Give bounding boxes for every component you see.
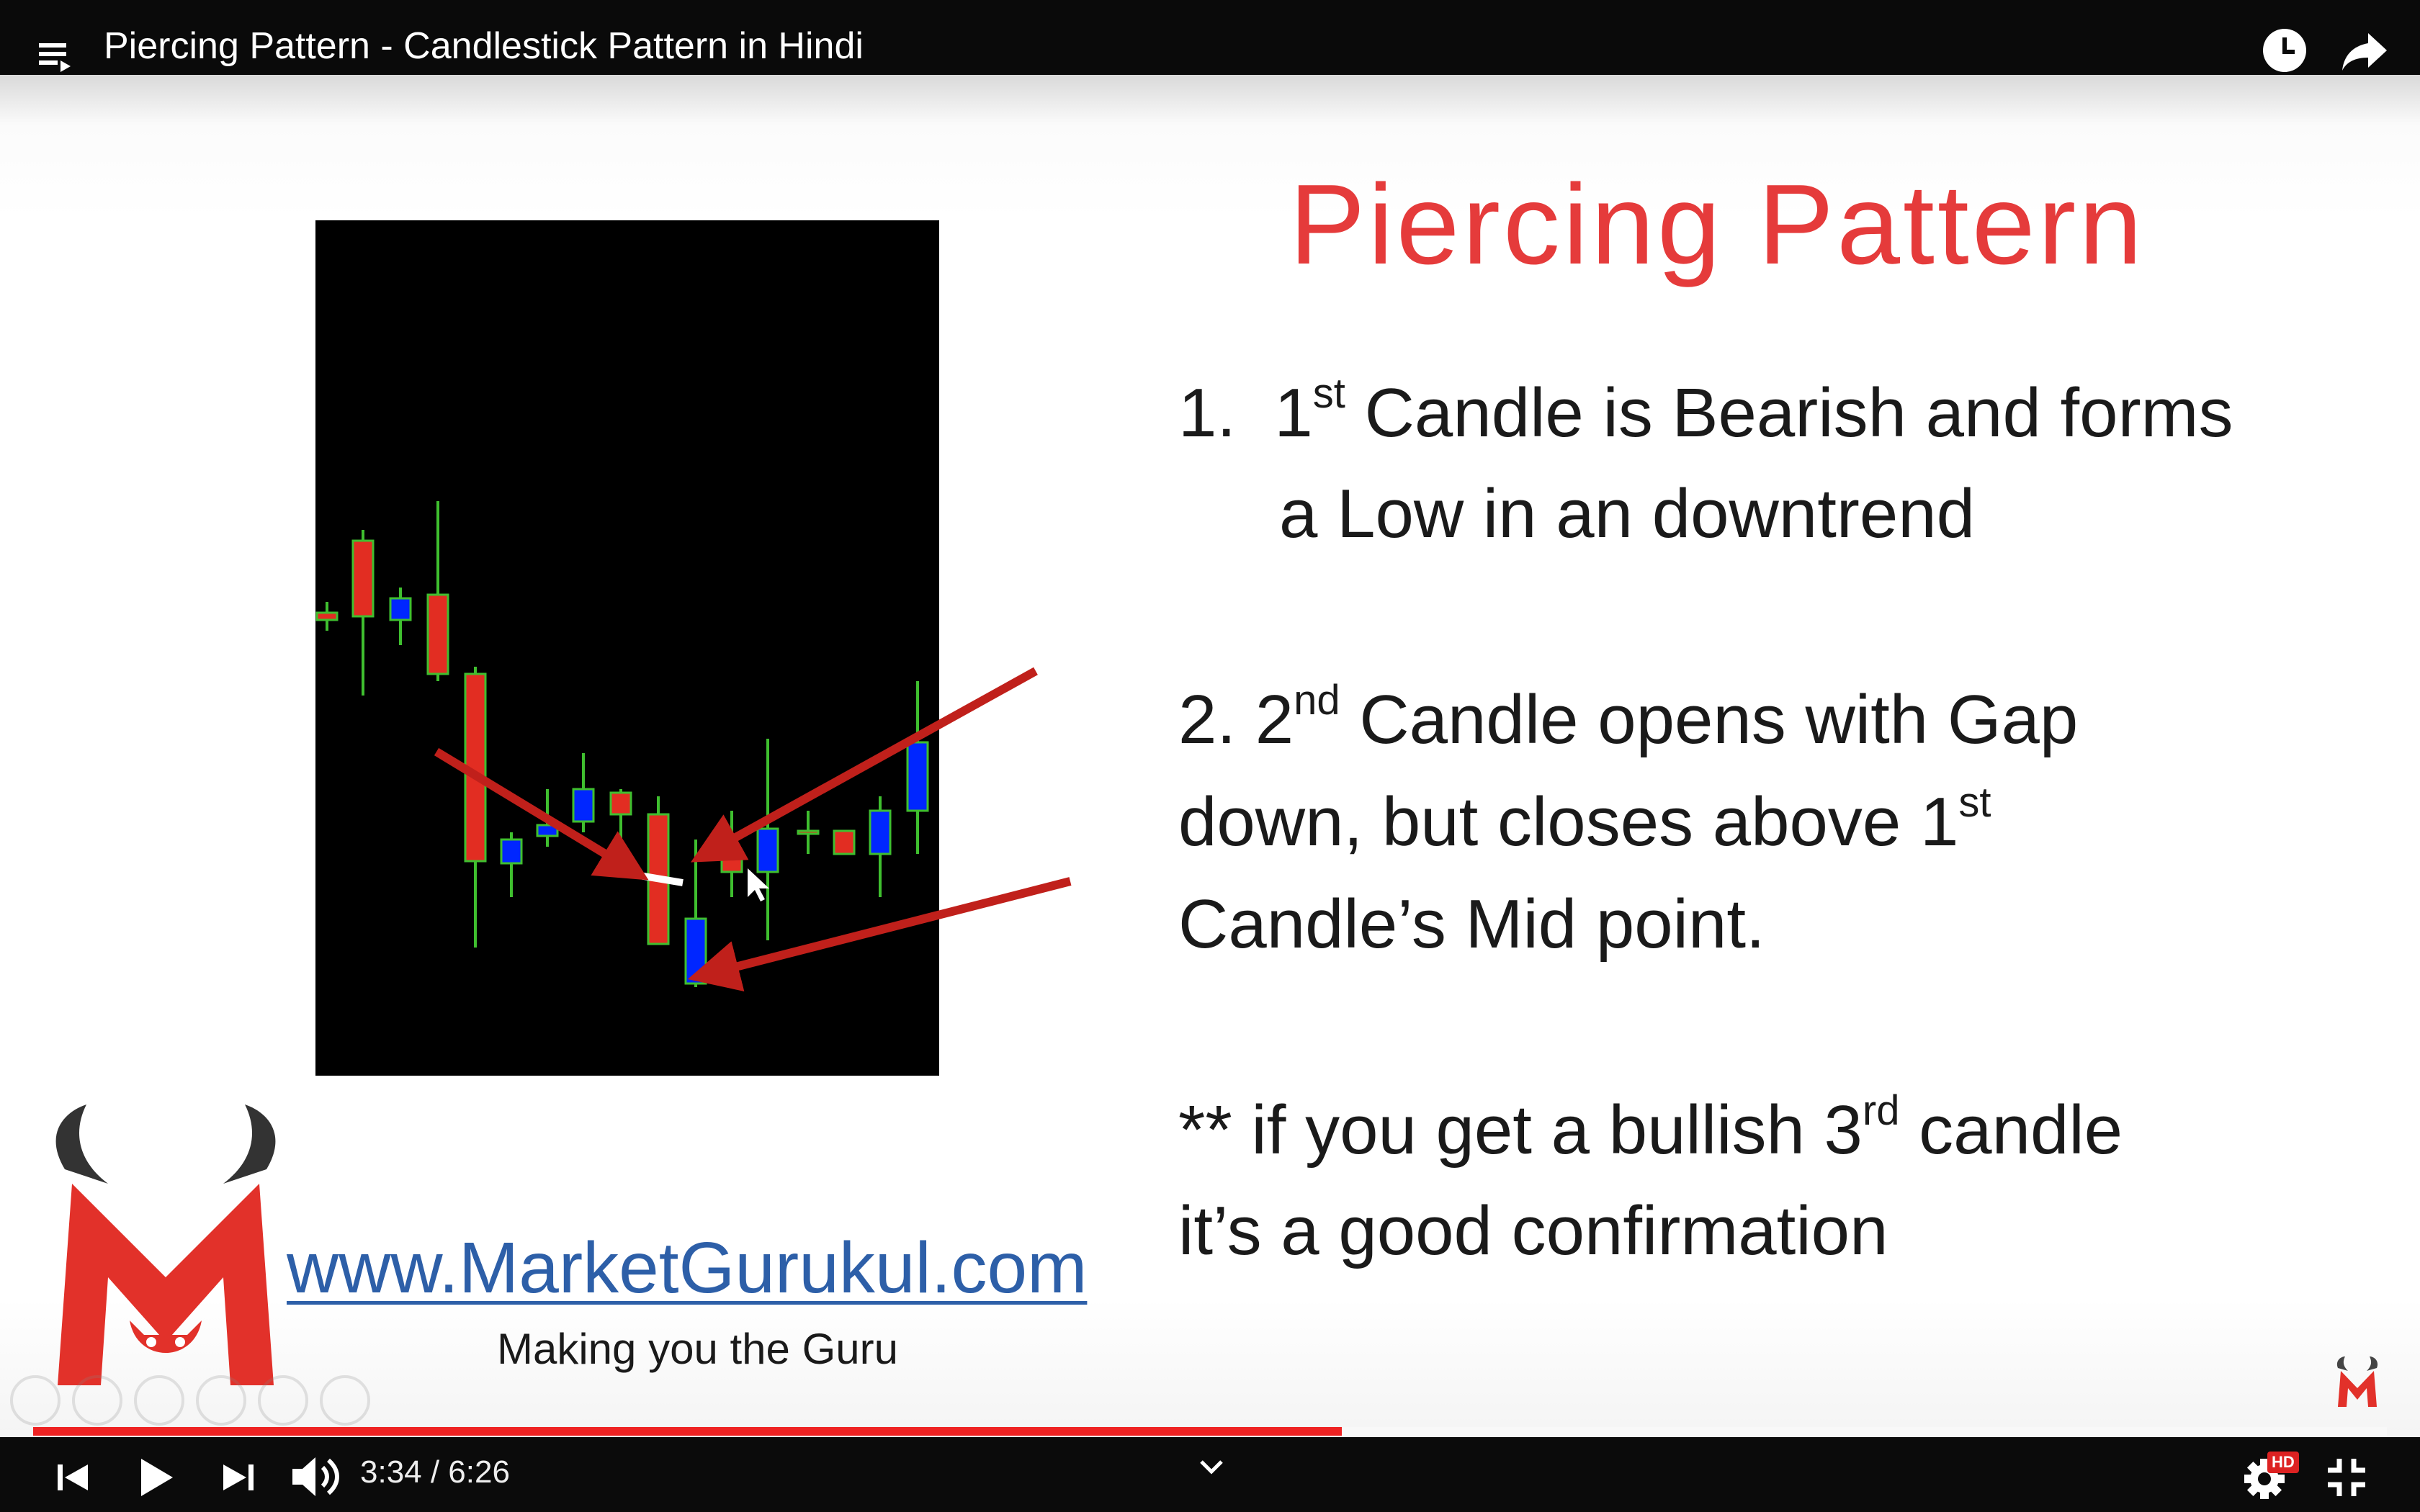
chevron-down-icon[interactable] xyxy=(1196,1456,1227,1477)
point-1-line-1: 1. 1st Candle is Bearish and forms xyxy=(1178,363,2233,464)
point-3-rest: candle xyxy=(1899,1092,2123,1169)
volume-button[interactable] xyxy=(288,1453,346,1500)
slide-next-tool-icon xyxy=(72,1375,122,1426)
point-2-line-1: 2. 2nd Candle opens with Gap xyxy=(1178,670,2078,770)
candle-body-17 xyxy=(906,741,929,812)
candle-body-5 xyxy=(464,672,487,863)
share-icon[interactable] xyxy=(2339,30,2390,73)
website-link: www.MarketGurukul.com xyxy=(287,1228,1088,1308)
point-2-lead-sup: nd xyxy=(1294,677,1340,724)
zoom-tool-icon xyxy=(258,1375,308,1426)
point-2-lead: 2. 2 xyxy=(1178,681,1294,758)
candle-body-3 xyxy=(389,597,412,621)
slide-prev-tool-icon xyxy=(10,1375,60,1426)
point-1-line-2: a Low in an downtrend xyxy=(1279,475,1975,552)
slides-tool-icon xyxy=(196,1375,246,1426)
progress-bar[interactable] xyxy=(33,1427,2387,1436)
candle-body-16 xyxy=(869,809,892,855)
point-1-number: 1. xyxy=(1178,374,1237,451)
pen-tool-icon xyxy=(134,1375,184,1426)
channel-watermark-icon[interactable] xyxy=(2335,1356,2380,1407)
point-3-lead: ** if you get a bullish 3 xyxy=(1178,1092,1863,1169)
candle-body-11 xyxy=(684,917,707,985)
point-2-line-2: down, but closes above 1st xyxy=(1178,772,1991,873)
candle-body-6 xyxy=(500,838,523,865)
skip-previous-button[interactable] xyxy=(52,1456,95,1499)
point-1-rest: Candle is Bearish and forms xyxy=(1345,374,2233,451)
point-2-line-2-sup: st xyxy=(1958,779,1991,826)
skip-next-button[interactable] xyxy=(216,1456,259,1499)
bull-logo xyxy=(55,1104,276,1385)
video-frame[interactable]: Piercing Pattern 1. 1st Candle is Bearis… xyxy=(0,75,2420,1437)
player-controls: 3:34 / 6:26 HD xyxy=(0,1437,2420,1512)
point-2-line-2-text: down, but closes above 1 xyxy=(1178,783,1959,860)
slide-title: Piercing Pattern xyxy=(1289,161,2146,288)
candle-body-4 xyxy=(426,593,449,675)
time-display: 3:34 / 6:26 xyxy=(360,1454,510,1490)
mouse-cursor-icon xyxy=(748,868,769,901)
exit-fullscreen-button[interactable] xyxy=(2325,1456,2368,1499)
more-tool-icon xyxy=(320,1375,370,1426)
progress-played xyxy=(33,1427,1342,1436)
playlist-icon[interactable] xyxy=(37,37,75,75)
point-3-lead-sup: rd xyxy=(1862,1087,1900,1134)
point-1-lead: 1 xyxy=(1274,374,1313,451)
clock-icon[interactable] xyxy=(2262,27,2308,73)
point-1-lead-sup: st xyxy=(1312,370,1345,417)
hd-badge: HD xyxy=(2267,1452,2299,1473)
candle-body-14 xyxy=(797,829,820,835)
point-2-rest: Candle opens with Gap xyxy=(1340,681,2079,758)
point-3-line-2: it’s a good confirmation xyxy=(1178,1192,1888,1269)
point-2-line-3: Candle’s Mid point. xyxy=(1178,886,1765,963)
candle-body-2 xyxy=(351,539,375,618)
player-top-bar: Piercing Pattern - Candlestick Pattern i… xyxy=(0,0,2420,75)
candle-body-1 xyxy=(315,611,339,621)
slide-tools xyxy=(10,1375,370,1427)
candle-body-7 xyxy=(536,824,559,837)
candle-body-9 xyxy=(609,791,632,816)
point-3-line-1: ** if you get a bullish 3rd candle xyxy=(1178,1080,2123,1181)
play-button[interactable] xyxy=(134,1454,177,1500)
video-title[interactable]: Piercing Pattern - Candlestick Pattern i… xyxy=(104,25,864,67)
candle-body-8 xyxy=(572,788,595,823)
candle-body-13 xyxy=(756,827,779,873)
candlestick-chart xyxy=(315,220,939,1076)
tagline: Making you the Guru xyxy=(497,1325,898,1373)
candle-body-15 xyxy=(833,829,856,855)
candle-body-12 xyxy=(720,849,743,873)
